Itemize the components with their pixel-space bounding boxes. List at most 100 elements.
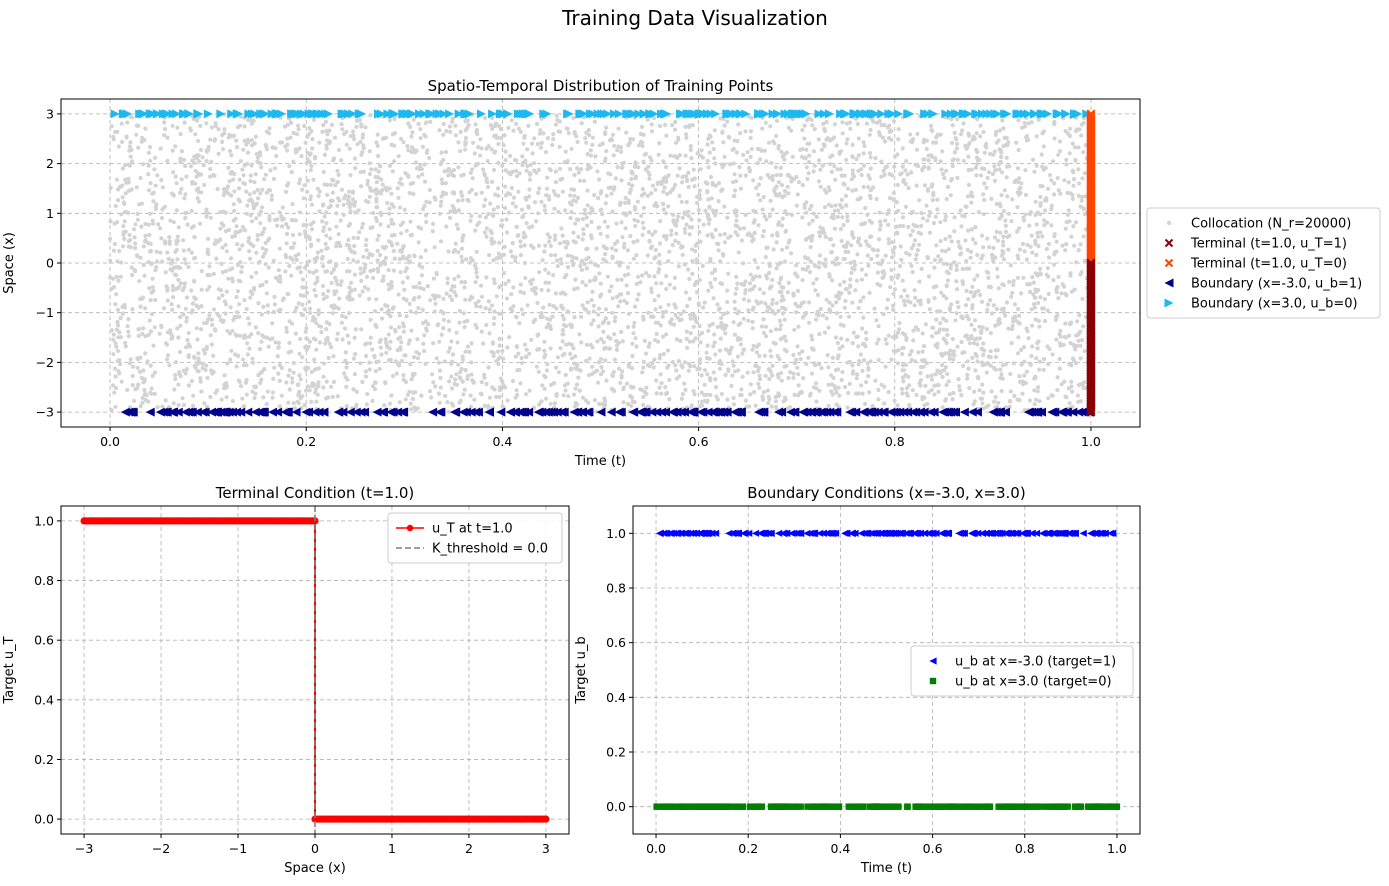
collocation-point: [889, 357, 894, 362]
collocation-point: [117, 249, 122, 254]
collocation-point: [545, 362, 550, 367]
collocation-point: [379, 307, 384, 312]
collocation-point: [633, 304, 638, 309]
collocation-point: [571, 230, 576, 235]
collocation-point: [457, 308, 462, 314]
collocation-point: [641, 159, 646, 164]
collocation-point: [369, 167, 374, 172]
collocation-point: [960, 128, 965, 133]
collocation-point: [601, 329, 606, 334]
collocation-point: [491, 258, 496, 263]
collocation-point: [569, 323, 574, 328]
collocation-point: [447, 379, 452, 384]
collocation-point: [350, 189, 356, 194]
collocation-point: [531, 319, 536, 325]
collocation-point: [116, 278, 121, 283]
collocation-point: [761, 291, 766, 296]
collocation-point: [1063, 291, 1068, 296]
collocation-point: [656, 320, 661, 325]
collocation-point: [122, 236, 127, 242]
collocation-point: [554, 392, 559, 397]
collocation-point: [964, 288, 969, 293]
collocation-point: [1032, 169, 1037, 174]
collocation-point: [949, 140, 955, 146]
collocation-point: [285, 142, 290, 147]
collocation-point: [511, 304, 516, 309]
collocation-point: [148, 363, 153, 368]
collocation-point: [635, 238, 640, 243]
collocation-point: [375, 237, 380, 242]
collocation-point: [262, 367, 267, 372]
collocation-point: [180, 396, 185, 401]
collocation-point: [442, 359, 447, 364]
collocation-point: [607, 346, 612, 351]
collocation-point: [128, 154, 133, 159]
collocation-point: [392, 256, 397, 261]
collocation-point: [661, 334, 666, 339]
collocation-point: [586, 127, 592, 133]
collocation-point: [969, 322, 974, 327]
collocation-point: [176, 370, 182, 375]
collocation-point: [200, 366, 205, 371]
collocation-point: [895, 403, 900, 408]
collocation-point: [544, 396, 549, 401]
collocation-point: [735, 139, 740, 144]
collocation-point: [248, 213, 253, 218]
collocation-point: [489, 238, 494, 243]
collocation-point: [626, 401, 631, 407]
collocation-point: [1066, 386, 1071, 391]
collocation-point: [581, 232, 586, 237]
collocation-point: [204, 214, 209, 219]
collocation-point: [116, 187, 121, 192]
collocation-point: [286, 373, 291, 378]
collocation-point: [373, 369, 378, 374]
collocation-point: [322, 182, 327, 187]
collocation-point: [628, 384, 634, 389]
collocation-point: [186, 330, 191, 336]
collocation-point: [1036, 287, 1041, 293]
collocation-point: [806, 355, 811, 360]
collocation-point: [795, 288, 801, 293]
collocation-point: [139, 296, 145, 301]
collocation-point: [419, 273, 424, 278]
collocation-point: [933, 372, 938, 377]
collocation-point: [571, 198, 576, 203]
collocation-point: [940, 149, 945, 154]
collocation-point: [290, 202, 295, 207]
collocation-point: [560, 353, 565, 358]
collocation-point: [324, 294, 329, 299]
collocation-point: [190, 301, 196, 306]
collocation-point: [347, 311, 352, 316]
collocation-point: [938, 371, 943, 376]
collocation-point: [563, 208, 568, 213]
collocation-point: [111, 337, 116, 342]
collocation-point: [585, 203, 590, 208]
collocation-point: [822, 330, 828, 335]
collocation-point: [616, 144, 621, 149]
collocation-point: [303, 329, 308, 334]
collocation-point: [396, 154, 401, 159]
collocation-point: [1008, 263, 1013, 268]
collocation-point: [324, 246, 329, 251]
collocation-point: [111, 137, 116, 142]
collocation-point: [525, 163, 530, 169]
collocation-point: [202, 351, 207, 356]
collocation-point: [620, 235, 625, 240]
collocation-point: [907, 352, 912, 357]
collocation-point: [954, 141, 960, 147]
collocation-point: [604, 193, 609, 198]
collocation-point: [779, 378, 784, 383]
collocation-point: [273, 340, 278, 345]
collocation-point: [625, 291, 631, 296]
collocation-point: [459, 190, 464, 195]
collocation-point: [568, 351, 573, 356]
collocation-point: [483, 197, 488, 202]
collocation-point: [489, 230, 494, 236]
collocation-point: [756, 223, 761, 228]
collocation-point: [754, 350, 760, 355]
collocation-point: [599, 365, 604, 370]
collocation-point: [687, 232, 692, 237]
collocation-point: [933, 214, 938, 219]
collocation-point: [178, 374, 183, 379]
collocation-point: [612, 388, 617, 394]
